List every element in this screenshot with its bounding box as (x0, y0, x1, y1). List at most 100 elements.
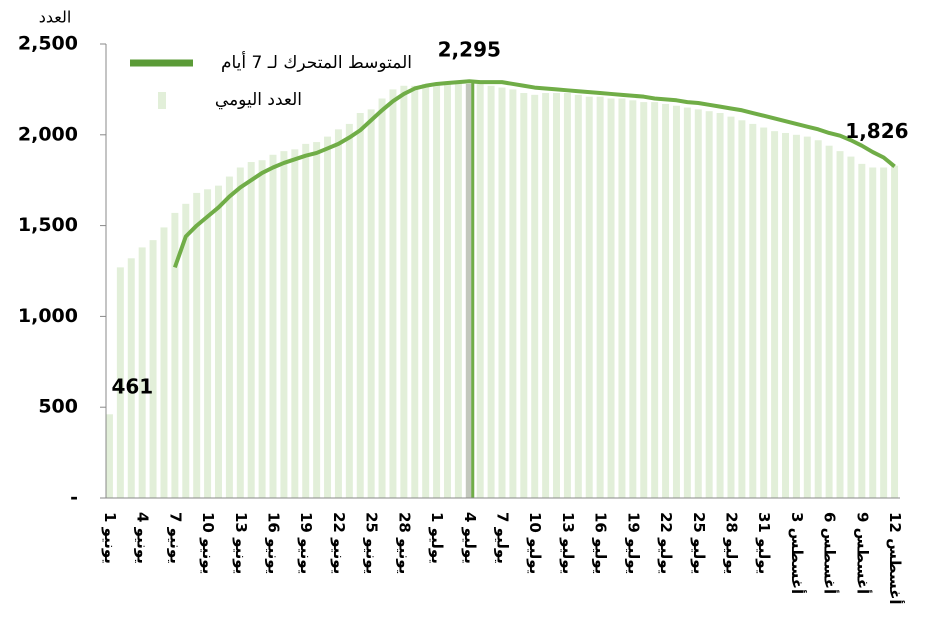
x-tick-label: 22 يوليو (657, 512, 675, 574)
bar (880, 167, 888, 498)
x-tick-label: 9 أغسطس (853, 512, 872, 594)
bar (389, 89, 397, 499)
bar (520, 93, 528, 499)
x-tick-label: 4 يوليو (461, 512, 479, 564)
y-tick-label: - (70, 487, 78, 509)
bar (182, 203, 190, 499)
legend-label: المتوسط المتحرك لـ 7 أيام (221, 51, 412, 73)
x-tick-label: 1 يونيو (101, 512, 119, 564)
x-tick-label: 13 يونيو (232, 512, 250, 574)
bar (138, 247, 146, 498)
x-tick-label: 19 يوليو (624, 512, 642, 574)
moving-average-line (172, 79, 896, 269)
bar (247, 162, 255, 499)
bar (105, 414, 113, 498)
bar (618, 98, 626, 498)
bar (269, 154, 277, 498)
bar (171, 212, 179, 498)
bar (454, 82, 462, 499)
bar (749, 123, 757, 499)
bar (858, 163, 866, 498)
bar (465, 83, 473, 499)
bar (738, 120, 746, 498)
x-tick-label: 10 يونيو (199, 512, 217, 574)
legend-label: العدد اليومي (215, 90, 302, 110)
x-tick-label: 13 يوليو (559, 512, 577, 574)
bar (345, 123, 353, 499)
bar (596, 96, 604, 498)
bar (782, 132, 789, 498)
bar (705, 111, 713, 498)
bar (324, 136, 332, 498)
x-tick-label: 28 يونيو (395, 512, 413, 574)
x-tick-label: 7 يوليو (494, 512, 512, 564)
x-tick-label: 22 يونيو (330, 512, 348, 574)
x-tick-label: 4 يونيو (134, 512, 152, 564)
bar (476, 83, 484, 499)
x-tick-label: 7 يونيو (166, 512, 184, 564)
bar (542, 93, 550, 499)
x-tick-label: 10 يوليو (526, 512, 544, 574)
value-label: 1,826 (845, 119, 908, 143)
value-label: 2,295 (438, 38, 501, 62)
legend-swatch (158, 92, 166, 109)
bar (498, 87, 506, 499)
bar (585, 96, 593, 498)
bar (694, 109, 702, 498)
bar (847, 156, 855, 499)
x-tick-label: 1 يوليو (428, 512, 446, 564)
bar (836, 151, 844, 499)
bar (127, 258, 135, 498)
x-tick-label: 19 يونيو (297, 512, 315, 574)
value-label: 461 (111, 375, 153, 399)
x-tick-label: 28 يوليو (722, 512, 740, 574)
bar (683, 107, 691, 498)
bar (629, 100, 637, 499)
x-tick-label: 12 أغسطس (886, 512, 905, 605)
bar (574, 94, 582, 499)
bar (160, 227, 168, 498)
bar (225, 176, 233, 498)
bar (356, 113, 364, 499)
bar (607, 98, 615, 498)
bar (433, 83, 441, 499)
y-tick-label: 500 (38, 396, 78, 418)
bar (792, 134, 800, 499)
x-tick-label: 16 يوليو (592, 512, 610, 574)
x-tick-label: 25 يونيو (363, 512, 381, 574)
x-tick-label: 25 يوليو (690, 512, 708, 574)
bar (814, 140, 822, 499)
bar (662, 103, 670, 498)
bar (563, 93, 571, 499)
bar (891, 165, 899, 498)
y-tick-label: 2,500 (18, 33, 78, 55)
bar (825, 145, 833, 499)
y-tick-label: 1,000 (18, 305, 78, 327)
bar (716, 113, 724, 499)
bar (149, 240, 157, 499)
x-tick-label: 31 يوليو (755, 512, 773, 574)
bar (236, 167, 244, 498)
bar (411, 85, 419, 498)
bar (553, 93, 561, 499)
bar (367, 109, 375, 498)
bar (443, 82, 451, 499)
bar (378, 98, 386, 498)
bar (771, 131, 779, 498)
bar (400, 85, 408, 498)
bar (422, 83, 430, 499)
bar (116, 267, 124, 498)
bar (651, 102, 659, 498)
bar (487, 85, 495, 498)
bar (334, 129, 342, 499)
bar (803, 136, 811, 498)
y-tick-label: 2,000 (18, 123, 78, 145)
bar (291, 149, 299, 498)
bar (280, 151, 288, 499)
bar (727, 116, 735, 498)
x-tick-label: 6 أغسطس (821, 512, 840, 594)
bar (672, 105, 680, 498)
bar (509, 89, 517, 499)
bar (258, 160, 266, 498)
